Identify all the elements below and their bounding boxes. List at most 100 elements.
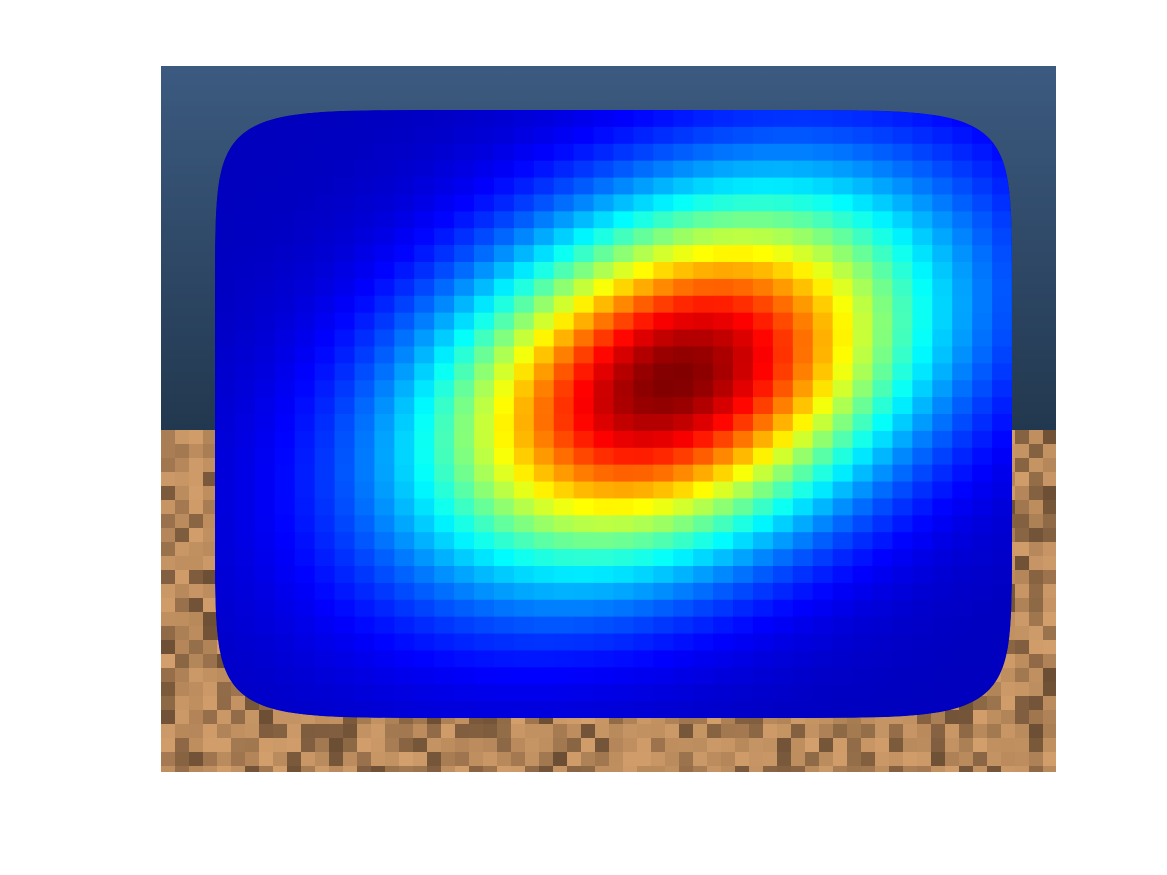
heatmap-cell — [812, 295, 834, 314]
heatmap-cell — [513, 447, 535, 466]
heatmap-cell — [792, 447, 814, 466]
heatmap-cell — [932, 684, 953, 702]
heatmap-cell — [314, 447, 336, 466]
ground-tile — [721, 752, 735, 766]
heatmap-cell — [454, 329, 475, 348]
ground-tile — [203, 444, 217, 458]
heatmap-cell — [553, 110, 575, 128]
heatmap-cell — [932, 650, 953, 668]
heatmap-cell — [613, 126, 635, 145]
heatmap-cell — [653, 566, 674, 584]
heatmap-cell — [673, 481, 694, 500]
heatmap-cell — [713, 262, 734, 280]
heatmap-cell — [772, 430, 794, 449]
heatmap-cell — [254, 549, 276, 567]
heatmap-cell — [613, 194, 635, 212]
heatmap-cell — [434, 447, 455, 466]
heatmap-cell — [533, 126, 555, 145]
heatmap-cell — [374, 211, 395, 229]
heatmap-cell — [234, 549, 256, 567]
heatmap-cell — [394, 160, 415, 179]
heatmap-cell — [912, 278, 933, 297]
heatmap-cell — [294, 498, 316, 516]
heatmap-cell — [314, 194, 336, 212]
ground-tile — [539, 738, 553, 752]
heatmap-cell — [752, 262, 774, 280]
heatmap-cell — [573, 701, 595, 718]
heatmap-cell — [673, 211, 694, 229]
ground-tile — [917, 766, 931, 772]
ground-tile — [455, 752, 469, 766]
heatmap-cell — [673, 126, 694, 145]
ground-tile — [1029, 640, 1043, 654]
ground-tile — [1015, 654, 1029, 668]
ground-tile — [735, 738, 749, 752]
heatmap-cell — [992, 414, 1012, 432]
ground-tile — [1001, 724, 1015, 738]
ground-tile — [259, 724, 273, 738]
ground-tile — [1043, 598, 1056, 612]
heatmap-cell — [733, 650, 754, 668]
heatmap-cell — [593, 464, 615, 483]
heatmap-cell — [593, 380, 615, 398]
heatmap-cell — [752, 684, 774, 702]
heatmap-cell — [872, 566, 894, 584]
heatmap-cell — [872, 633, 894, 652]
ground-tile — [161, 556, 175, 570]
heatmap-cell — [474, 177, 495, 196]
ground-tile — [791, 752, 805, 766]
ground-tile — [637, 752, 651, 766]
heatmap-cell — [454, 126, 475, 145]
ground-tile — [1043, 486, 1056, 500]
heatmap-cell — [952, 515, 973, 533]
heatmap-cell — [952, 684, 973, 702]
ground-tile — [189, 486, 203, 500]
heatmap-cell — [434, 363, 455, 381]
heatmap-cell — [633, 228, 654, 246]
heatmap-cell — [314, 667, 336, 685]
heatmap-cell — [314, 414, 336, 432]
heatmap-cell — [752, 312, 774, 331]
heatmap-cell — [892, 515, 913, 533]
heatmap-cell — [972, 566, 993, 584]
heatmap-cell — [374, 380, 395, 398]
heatmap-cell — [274, 667, 296, 685]
heatmap-cell — [752, 278, 774, 297]
heatmap-cell — [474, 312, 495, 331]
heatmap-cell — [752, 464, 774, 483]
heatmap-cell — [215, 616, 236, 635]
heatmap-cell — [673, 701, 694, 718]
heatmap-cell — [394, 566, 415, 584]
heatmap-cell — [713, 312, 734, 331]
heatmap-cell — [394, 582, 415, 601]
ground-tile — [287, 738, 301, 752]
heatmap-cell — [454, 312, 475, 331]
heatmap-cell — [972, 228, 993, 246]
heatmap-cell — [693, 549, 714, 567]
heatmap-cell — [872, 430, 894, 449]
heatmap-cell — [493, 194, 515, 212]
heatmap-cell — [573, 126, 595, 145]
heatmap-cell — [334, 650, 356, 668]
heatmap-cell — [772, 211, 794, 229]
heatmap-cell — [653, 667, 674, 685]
ground-tile — [707, 752, 721, 766]
heatmap-cell — [533, 245, 555, 263]
heatmap-cell — [673, 464, 694, 483]
heatmap-cell — [354, 295, 376, 314]
heatmap-cell — [434, 498, 455, 516]
heatmap-cell — [633, 498, 654, 516]
heatmap-cell — [872, 515, 894, 533]
heatmap-cell — [414, 211, 435, 229]
heatmap-cell — [354, 498, 376, 516]
heatmap-cell — [613, 278, 635, 297]
heatmap-cell — [832, 278, 854, 297]
heatmap-cell — [952, 397, 973, 415]
ground-tile — [203, 598, 217, 612]
heatmap-cell — [653, 414, 674, 432]
ground-tile — [1043, 570, 1056, 584]
heatmap-cell — [633, 177, 654, 196]
heatmap-cell — [872, 228, 894, 246]
heatmap-cell — [713, 177, 734, 196]
heatmap-cell — [772, 228, 794, 246]
